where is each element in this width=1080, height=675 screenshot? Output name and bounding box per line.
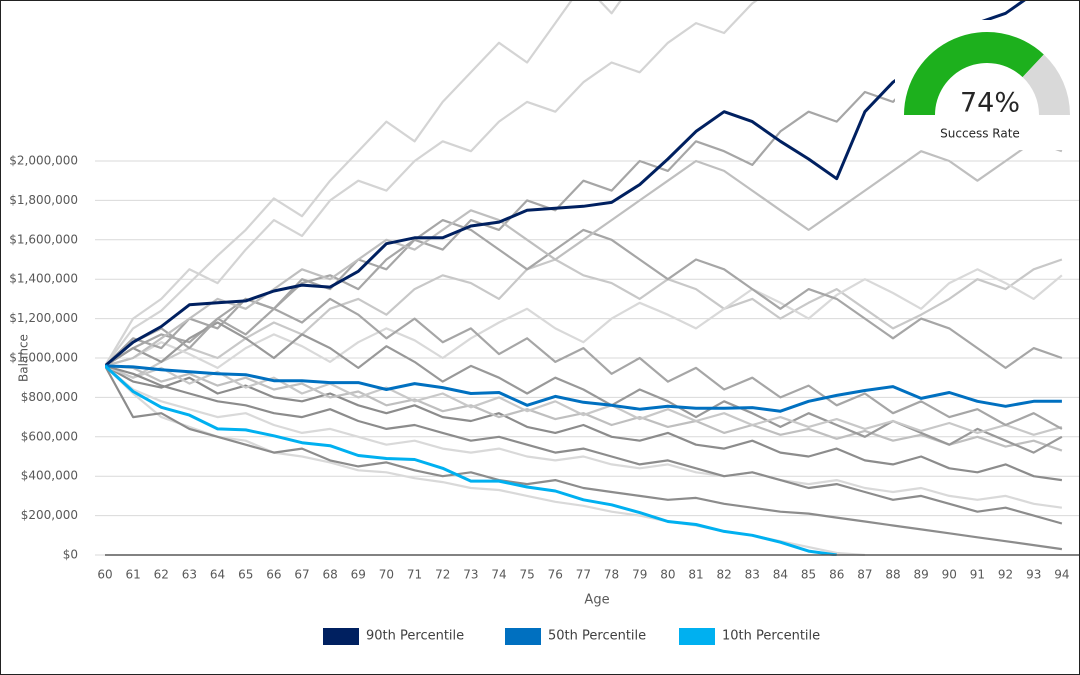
x-tick-label: 90	[942, 568, 957, 582]
grid	[95, 160, 1080, 556]
x-tick-label: 73	[463, 568, 478, 582]
x-tick-label: 79	[632, 568, 647, 582]
x-tick-label: 75	[520, 568, 535, 582]
simulation-line	[105, 297, 1063, 430]
simulation-line	[105, 364, 1063, 452]
y-tick-label: $2,000,000	[9, 154, 78, 168]
y-tick-label: $200,000	[21, 508, 78, 522]
x-tick-label: 84	[773, 568, 788, 582]
y-axis-title: Balance	[17, 334, 31, 382]
simulation-line	[105, 365, 1063, 551]
simulation-line	[105, 365, 1063, 509]
y-tick-label: $1,800,000	[9, 193, 78, 207]
y-tick-label: $600,000	[21, 429, 78, 443]
axes: $0 $200,000 $400,000 $600,000 $800,000 $1,000…	[9, 154, 1080, 582]
legend-label: 10th Percentile	[722, 629, 820, 644]
gauge: 74% Success Rate	[895, 20, 1080, 150]
x-tick-label: 71	[407, 568, 422, 582]
x-tick-label: 65	[238, 568, 253, 582]
y-tick-label: $1,600,000	[9, 232, 78, 246]
simulation-line	[105, 219, 1063, 369]
x-tick-label: 70	[379, 568, 394, 582]
x-tick-label: 89	[914, 568, 929, 582]
x-tick-label: 74	[491, 568, 506, 582]
legend-label: 50th Percentile	[548, 629, 646, 644]
legend-swatch	[505, 628, 541, 645]
y-tick-label: $1,400,000	[9, 272, 78, 286]
x-tick-label: 85	[801, 568, 816, 582]
x-tick-label: 81	[688, 568, 703, 582]
x-tick-label: 64	[210, 568, 225, 582]
legend-label: 90th Percentile	[366, 629, 464, 644]
x-tick-label: 60	[97, 568, 112, 582]
x-tick-label: 80	[660, 568, 675, 582]
x-tick-label: 94	[1054, 568, 1069, 582]
x-tick-label: 69	[351, 568, 366, 582]
legend-swatch	[679, 628, 715, 645]
x-tick-label: 82	[717, 568, 732, 582]
simulation-line	[105, 364, 1063, 525]
x-tick-label: 91	[970, 568, 985, 582]
x-tick-label: 61	[126, 568, 141, 582]
y-tick-label: $400,000	[21, 469, 78, 483]
x-tick-label: 77	[576, 568, 591, 582]
legend-swatch	[323, 628, 359, 645]
x-tick-label: 76	[548, 568, 563, 582]
x-tick-label: 72	[435, 568, 450, 582]
x-tick-label: 78	[604, 568, 619, 582]
percentile-line	[105, 364, 1062, 413]
x-tick-label: 62	[154, 568, 169, 582]
x-tick-label: 67	[294, 568, 309, 582]
x-tick-label: 63	[182, 568, 197, 582]
y-tick-label: $1,200,000	[9, 311, 78, 325]
y-tick-label: $1,000,000	[9, 351, 78, 365]
gauge-value: 74%	[960, 88, 1020, 119]
x-tick-label: 68	[323, 568, 338, 582]
simulation-line	[105, 364, 1063, 436]
gauge-label: Success Rate	[940, 127, 1020, 141]
x-tick-label: 87	[857, 568, 872, 582]
x-tick-label: 86	[829, 568, 844, 582]
simulation-line	[105, 258, 1063, 379]
gauge-track	[1022, 54, 1070, 115]
x-tick-label: 93	[1026, 568, 1041, 582]
x-tick-label: 66	[266, 568, 281, 582]
simulation-line	[105, 268, 1063, 369]
simulation-lines	[105, 0, 1063, 556]
simulation-line	[105, 0, 623, 367]
gauge-fill	[904, 32, 1044, 115]
simulation-line	[105, 0, 760, 367]
y-tick-label: $0	[63, 548, 78, 562]
x-tick-label: 92	[998, 568, 1013, 582]
simulation-line	[105, 364, 1063, 482]
percentile-line	[105, 364, 837, 556]
legend: 90th Percentile 50th Percentile 10th Perce…	[323, 628, 820, 645]
x-tick-label: 88	[885, 568, 900, 582]
y-tick-label: $800,000	[21, 390, 78, 404]
x-tick-label: 83	[745, 568, 760, 582]
x-axis-title: Age	[584, 593, 609, 608]
